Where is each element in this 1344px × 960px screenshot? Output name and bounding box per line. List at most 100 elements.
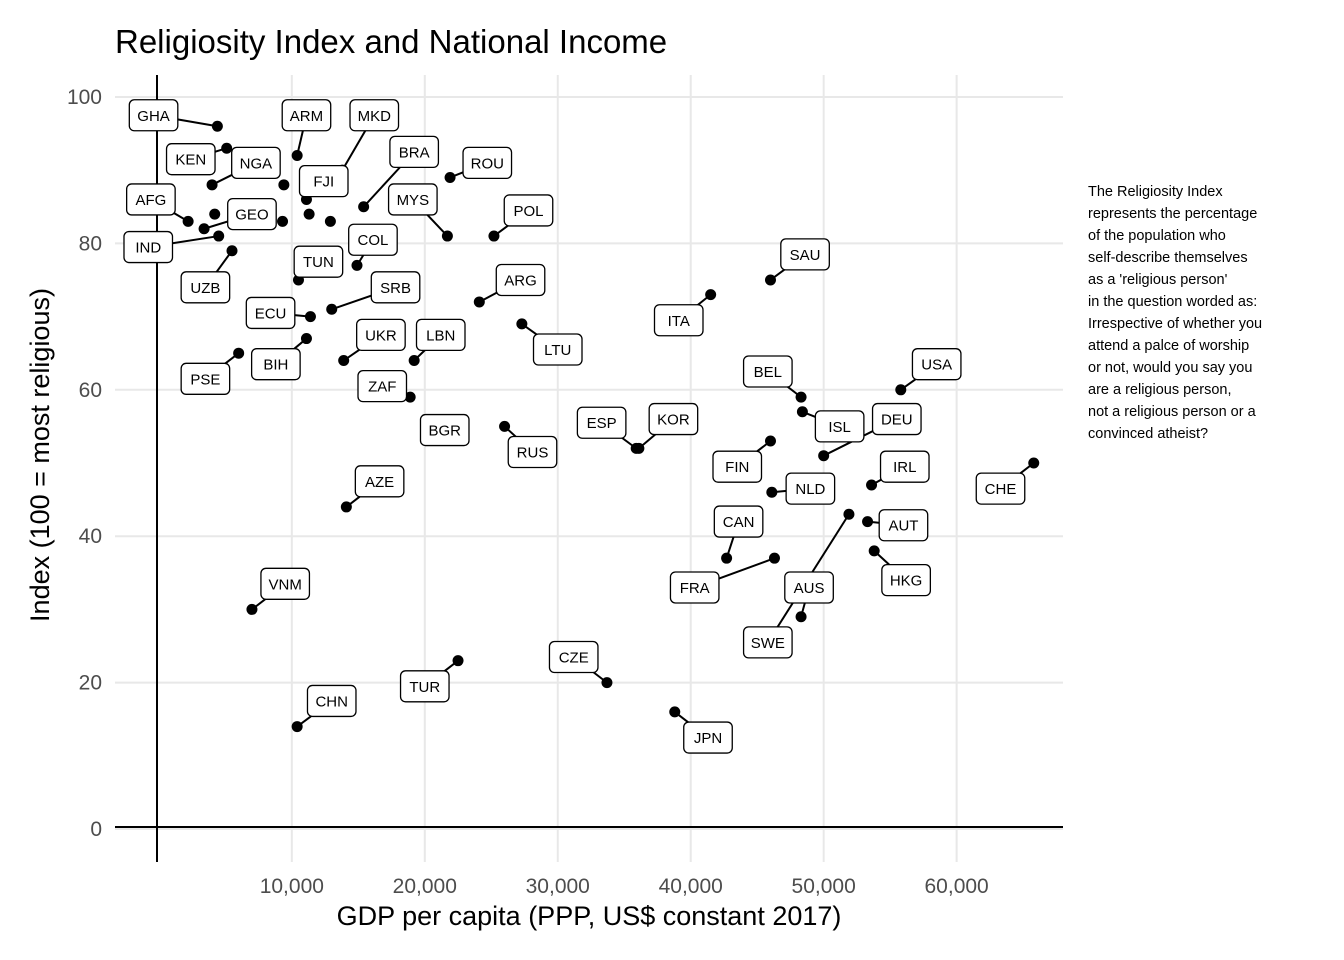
label-text: LBN bbox=[426, 327, 455, 344]
data-point bbox=[213, 230, 225, 242]
data-point bbox=[246, 603, 258, 615]
label-text: MYS bbox=[397, 192, 430, 209]
data-point bbox=[488, 230, 500, 242]
label-box bbox=[871, 402, 922, 436]
label-box bbox=[260, 567, 311, 600]
label-text: ARG bbox=[504, 272, 537, 289]
data-point bbox=[221, 142, 233, 154]
data-point bbox=[868, 545, 880, 557]
data-point bbox=[516, 318, 528, 330]
label-box bbox=[389, 135, 440, 169]
label-text: ECU bbox=[255, 305, 287, 322]
label-box bbox=[356, 318, 406, 352]
label-box bbox=[415, 318, 466, 352]
country-label: CHN bbox=[306, 684, 357, 718]
country-label: FRA bbox=[669, 571, 720, 604]
country-label: BIH bbox=[250, 348, 301, 381]
country-label: UZB bbox=[180, 271, 231, 304]
label-box bbox=[354, 465, 405, 498]
country-label: AUS bbox=[784, 571, 834, 604]
data-point bbox=[300, 333, 312, 345]
label-box bbox=[180, 271, 231, 304]
label-box bbox=[879, 450, 930, 483]
data-point bbox=[206, 179, 218, 191]
label-text: SAU bbox=[790, 247, 821, 264]
data-point bbox=[795, 611, 807, 623]
country-label: NGA bbox=[231, 146, 281, 180]
label-box bbox=[742, 355, 793, 388]
country-label: AFG bbox=[125, 183, 176, 216]
label-text: LTU bbox=[544, 342, 571, 359]
label-box bbox=[713, 505, 764, 538]
label-text: CHN bbox=[315, 693, 348, 710]
label-box bbox=[298, 165, 349, 198]
label-text: FRA bbox=[680, 580, 710, 597]
label-text: JPN bbox=[694, 730, 722, 747]
country-label: HKG bbox=[881, 563, 932, 597]
label-box bbox=[814, 410, 865, 443]
x-axis-title: GDP per capita (PPP, US$ constant 2017) bbox=[337, 901, 842, 931]
country-label: LTU bbox=[532, 333, 583, 366]
label-text: UZB bbox=[190, 280, 220, 297]
label-box bbox=[419, 413, 470, 447]
country-label: SWE bbox=[742, 626, 793, 659]
country-label: BEL bbox=[742, 355, 793, 388]
country-label: ESP bbox=[576, 406, 627, 439]
data-point bbox=[340, 501, 352, 513]
label-text: MKD bbox=[358, 108, 392, 125]
annotation-note: The Religiosity Index represents the per… bbox=[1088, 184, 1263, 442]
data-point bbox=[705, 289, 717, 301]
data-point bbox=[326, 303, 338, 315]
country-label: BGR bbox=[419, 413, 470, 447]
label-text: COL bbox=[358, 232, 389, 249]
data-point bbox=[408, 355, 420, 367]
label-text: POL bbox=[513, 203, 543, 220]
data-point bbox=[226, 245, 238, 257]
label-text: ZAF bbox=[368, 379, 396, 396]
country-label: CZE bbox=[548, 640, 599, 674]
label-text: KEN bbox=[175, 152, 206, 169]
country-label: ECU bbox=[245, 296, 296, 330]
country-label: GHA bbox=[128, 99, 179, 132]
data-point bbox=[452, 655, 464, 667]
label-text: HKG bbox=[890, 573, 923, 590]
country-label: CHE bbox=[975, 472, 1026, 505]
label-box bbox=[742, 626, 793, 659]
x-tick-label: 10,000 bbox=[260, 875, 324, 898]
label-box bbox=[712, 450, 763, 483]
country-label: TUR bbox=[399, 670, 450, 703]
country-label: CAN bbox=[713, 505, 764, 538]
data-point bbox=[818, 450, 830, 462]
country-label: LBN bbox=[415, 318, 466, 352]
data-point bbox=[324, 215, 336, 227]
label-text: AUS bbox=[794, 580, 825, 597]
country-label: ARM bbox=[281, 99, 332, 132]
label-text: VNM bbox=[269, 576, 302, 593]
label-box bbox=[576, 406, 627, 439]
label-box bbox=[281, 99, 332, 132]
label-text: CZE bbox=[559, 650, 589, 667]
label-box bbox=[370, 271, 421, 304]
y-tick-label: 20 bbox=[79, 672, 102, 695]
country-label: MYS bbox=[387, 183, 438, 216]
label-box bbox=[878, 509, 929, 542]
country-label: SRB bbox=[370, 271, 421, 304]
country-label: ARG bbox=[495, 263, 546, 297]
data-point bbox=[862, 516, 874, 528]
country-label: MKD bbox=[349, 99, 400, 132]
country-label: TUN bbox=[293, 245, 344, 278]
country-label: JPN bbox=[683, 721, 733, 754]
label-text: PSE bbox=[190, 371, 220, 388]
label-text: CAN bbox=[723, 514, 755, 531]
data-point bbox=[303, 208, 315, 220]
label-text: KOR bbox=[657, 412, 690, 429]
label-box bbox=[348, 223, 398, 256]
label-text: ISL bbox=[828, 419, 851, 436]
label-box bbox=[399, 670, 450, 703]
data-point bbox=[601, 677, 613, 689]
label-box bbox=[293, 245, 344, 278]
country-label: ITA bbox=[653, 304, 704, 337]
y-tick-label: 40 bbox=[79, 525, 102, 548]
label-text: AUT bbox=[888, 518, 918, 535]
data-points bbox=[182, 120, 1040, 733]
